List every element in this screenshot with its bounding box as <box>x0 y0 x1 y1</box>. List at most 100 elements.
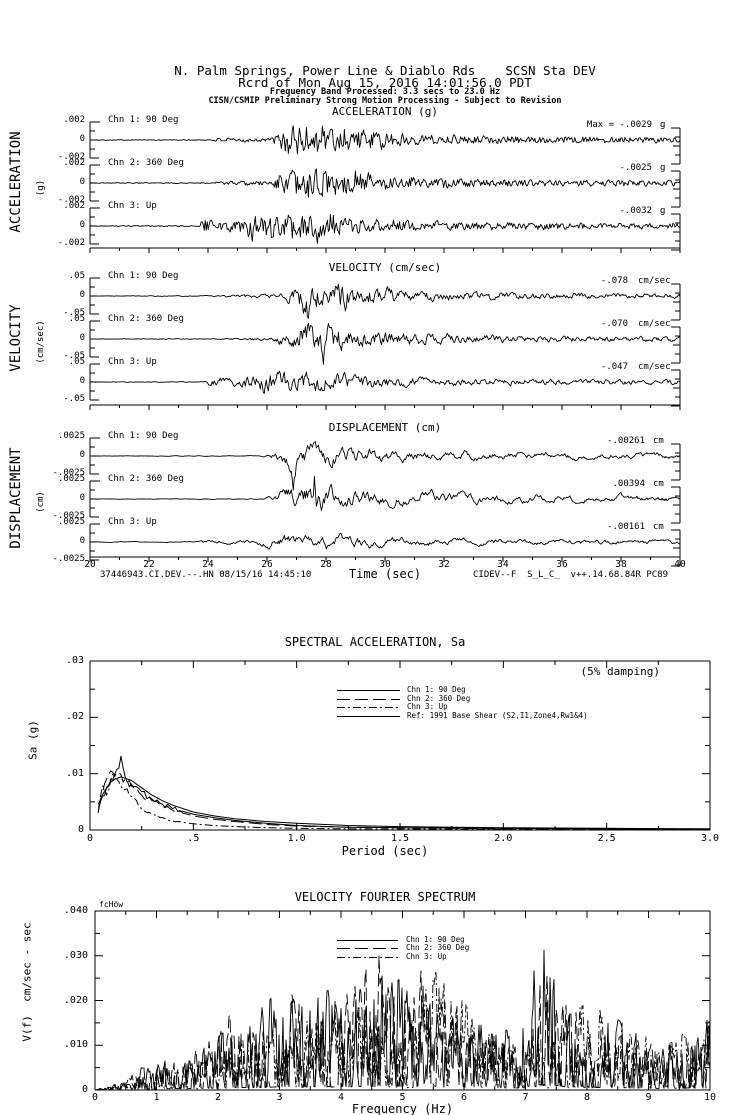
y-tick-label: -.0025 <box>52 468 85 478</box>
displacement-title: DISPLACEMENT (cm) <box>328 421 442 434</box>
max-value-label: .00394 <box>612 479 645 489</box>
fourier-y-tick-label: 0 <box>81 1084 88 1095</box>
x-tick-label: 38 <box>615 559 627 570</box>
x-tick-label: 34 <box>497 559 509 570</box>
x-tick-label: 40 <box>674 559 686 570</box>
sa-y-tick-label: .02 <box>65 711 84 723</box>
y-tick-label: 0 <box>79 177 85 187</box>
x-tick-label: 24 <box>202 559 214 570</box>
sa-x-tick-label: 3.0 <box>700 833 720 844</box>
y-tick-label: 0 <box>79 376 85 386</box>
sa-x-tick-label: 0 <box>86 833 94 844</box>
fourier-y-tick-label: .020 <box>63 994 88 1006</box>
fourier-y-tick-label: .010 <box>63 1039 88 1051</box>
sa-x-tick-label: .5 <box>187 833 200 844</box>
y-tick-label: -.0025 <box>52 511 85 521</box>
velocity-title: VELOCITY (cm/sec) <box>328 261 442 274</box>
fourier-x-tick-label: 10 <box>703 1092 717 1103</box>
fourier-y-tick-label: .040 <box>63 905 88 916</box>
y-tick-label: .002 <box>63 115 85 125</box>
processing-id-footer: CIDEV--F S_L_C_ v++.14.68.84R PC89 <box>473 570 669 580</box>
max-unit-label: g <box>660 120 666 130</box>
fourier-y-axis-label: V(f) cm/sec - sec <box>20 922 34 1042</box>
max-value-label: -.0032 <box>619 206 652 216</box>
y-tick-label: -.002 <box>57 152 85 162</box>
sa-y-tick-label: .01 <box>65 767 84 779</box>
velocity-axis-label: VELOCITY <box>8 304 24 372</box>
y-tick-label: 0 <box>79 290 85 300</box>
y-tick-label: .0025 <box>57 474 85 484</box>
sa-x-tick-label: 1.5 <box>390 833 410 844</box>
y-tick-label: 0 <box>79 134 85 144</box>
fourier-legend-entry-3: Chn 3: Up <box>406 952 447 961</box>
x-tick-label: 22 <box>143 559 155 570</box>
sa-y-axis-label: Sa (g) <box>26 720 40 760</box>
max-value-label: -.00261 <box>607 436 645 446</box>
y-tick-label: 0 <box>79 333 85 343</box>
channel-label: Chn 2: 360 Deg <box>108 474 184 484</box>
sa-legend-entry-4: Ref: 1991 Base Shear (S2,I1,Zone4,Rw1&4) <box>407 711 588 720</box>
channel-label: Chn 1: 90 Deg <box>108 271 179 281</box>
sa-x-axis-label: Period (sec) <box>341 844 429 858</box>
fourier-corner-note: fcHöw <box>99 900 124 909</box>
max-unit-label: cm <box>653 479 664 489</box>
sa-legend-entry-3: Chn 3: Up <box>407 702 448 711</box>
header-line-2: Rcrd of Mon Aug 15, 2016 14:01:56.0 PDT <box>238 75 532 90</box>
x-tick-label: 36 <box>556 559 568 570</box>
y-tick-label: 0 <box>79 450 85 460</box>
sa-x-tick-label: 2.5 <box>597 833 616 844</box>
y-tick-label: .002 <box>63 201 85 211</box>
channel-label: Chn 2: 360 Deg <box>108 314 184 324</box>
fourier-y-tick-label: .030 <box>63 949 88 961</box>
header-line-4: CISN/CSMIP Preliminary Strong Motion Pro… <box>208 96 562 106</box>
y-tick-label: 0 <box>79 493 85 503</box>
sa-y-tick-label: .03 <box>65 655 84 666</box>
fourier-x-tick-label: 4 <box>337 1092 345 1103</box>
y-tick-label: -.002 <box>57 238 85 248</box>
acceleration-title: ACCELERATION (g) <box>332 105 438 118</box>
max-prefix-label: Max = <box>586 120 614 130</box>
time-axis-label: Time (sec) <box>348 567 422 581</box>
fourier-x-tick-label: 1 <box>153 1092 160 1103</box>
max-value-label: -.0025 <box>619 163 652 173</box>
max-value-label: -.047 <box>600 362 628 372</box>
channel-label: Chn 1: 90 Deg <box>108 115 179 125</box>
fourier-x-tick-label: 2 <box>214 1092 222 1103</box>
max-unit-label: cm <box>653 436 664 446</box>
acceleration-axis-label: ACCELERATION <box>8 131 24 233</box>
max-unit-label: cm/sec <box>638 362 671 372</box>
sa-legend-entry-1: Chn 1: 90 Deg <box>407 685 466 694</box>
fourier-legend-entry-1: Chn 1: 90 Deg <box>406 935 465 944</box>
max-unit-label: cm/sec <box>638 276 671 286</box>
y-tick-label: -.05 <box>63 308 85 318</box>
fourier-x-tick-label: 8 <box>583 1092 591 1103</box>
fourier-x-axis-label: Frequency (Hz) <box>351 1102 454 1115</box>
header-line-3: Frequency Band Processed: 3.3 secs to 23… <box>269 87 501 97</box>
max-value-label: -.00161 <box>607 522 645 532</box>
y-tick-label: 0 <box>79 536 85 546</box>
max-value-label: -.0029 <box>619 120 652 130</box>
x-tick-label: 28 <box>320 559 332 570</box>
y-tick-label: .05 <box>68 271 85 281</box>
max-value-label: -.070 <box>600 319 628 329</box>
y-tick-label: .002 <box>63 158 85 168</box>
y-tick-label: .05 <box>68 314 85 324</box>
y-tick-label: -.002 <box>57 195 85 205</box>
channel-label: Chn 1: 90 Deg <box>108 431 179 441</box>
channel-label: Chn 2: 360 Deg <box>108 158 184 168</box>
fourier-x-tick-label: 7 <box>522 1092 529 1103</box>
x-tick-label: 20 <box>84 559 96 570</box>
channel-label: Chn 3: Up <box>108 201 157 211</box>
max-unit-label: g <box>660 206 666 216</box>
channel-label: Chn 3: Up <box>108 517 157 527</box>
y-tick-label: -.0025 <box>52 554 85 564</box>
fourier-x-tick-label: 5 <box>399 1092 406 1103</box>
fourier-x-tick-label: 3 <box>276 1092 283 1103</box>
y-tick-label: .05 <box>68 357 85 367</box>
fourier-title: VELOCITY FOURIER SPECTRUM <box>294 890 476 904</box>
y-tick-label: -.05 <box>63 351 85 361</box>
y-tick-label: -.05 <box>63 394 85 404</box>
sa-damping-note: (5% damping) <box>580 665 660 678</box>
